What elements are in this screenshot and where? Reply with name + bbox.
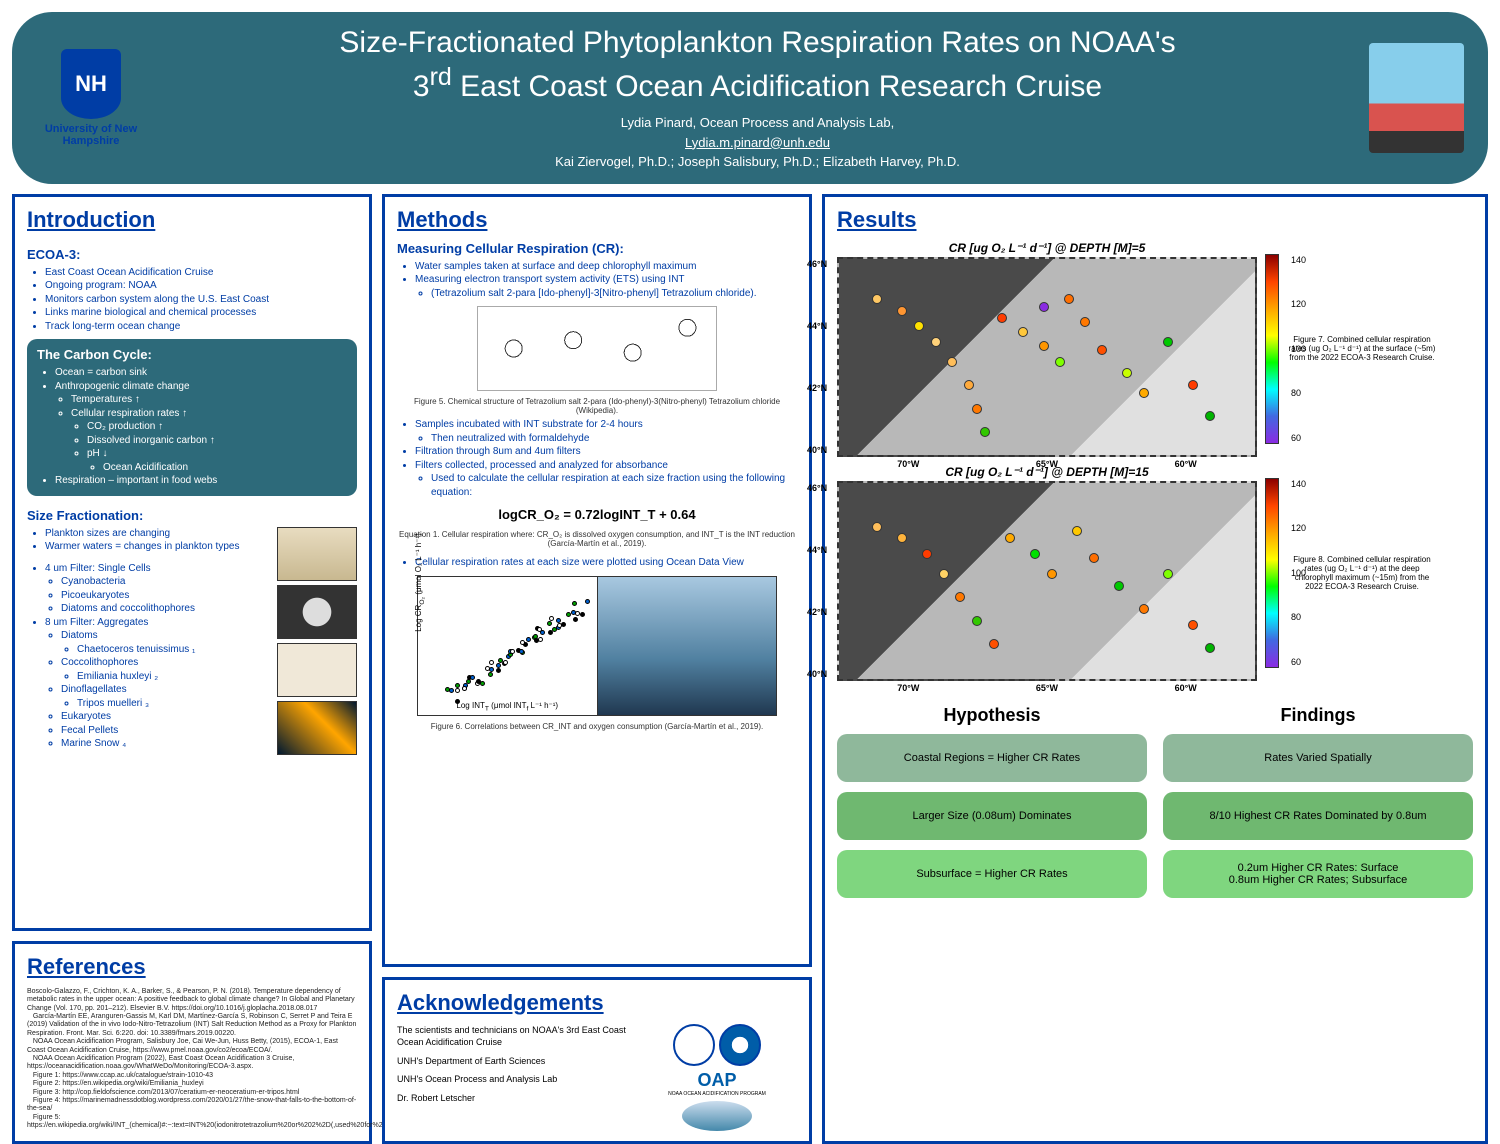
sf-heading: Size Fractionation: — [27, 508, 357, 523]
ecoa-heading: ECOA-3: — [27, 247, 357, 262]
specimen-3 — [277, 643, 357, 697]
fig7-caption: Figure 7. Combined cellular respiration … — [1287, 335, 1437, 362]
ack-text: The scientists and technicians on NOAA's… — [397, 1024, 629, 1131]
sf-intro-list: Plankton sizes are changingWarmer waters… — [27, 527, 271, 554]
intro-title: Introduction — [27, 207, 357, 233]
methods-list-3: Cellular respiration rates at each size … — [397, 556, 797, 570]
acknowledgements-panel: Acknowledgements The scientists and tech… — [382, 977, 812, 1144]
logo-caption: University of New Hampshire — [36, 123, 146, 147]
eq-caption: Equation 1. Cellular respiration where: … — [397, 530, 797, 548]
fig6-caption: Figure 6. Correlations between CR_INT an… — [397, 722, 797, 731]
introduction-panel: Introduction ECOA-3: East Coast Ocean Ac… — [12, 194, 372, 931]
hyp-3: Subsurface = Higher CR Rates — [837, 850, 1147, 898]
ecoa-list: East Coast Ocean Acidification CruiseOng… — [27, 266, 357, 334]
fig8-caption: Figure 8. Combined cellular respiration … — [1287, 555, 1437, 591]
find-3: 0.2um Higher CR Rates: Surface 0.8um Hig… — [1163, 850, 1473, 898]
fig5-caption: Figure 5. Chemical structure of Tetrazol… — [397, 397, 797, 415]
title-block: Size-Fractionated Phytoplankton Respirat… — [166, 24, 1349, 172]
hypothesis-col: Hypothesis Coastal Regions = Higher CR R… — [837, 699, 1147, 908]
carbon-cycle-box: The Carbon Cycle: Ocean = carbon sinkAnt… — [27, 339, 357, 496]
methods-list-1: Water samples taken at surface and deep … — [397, 260, 797, 301]
author-photo — [1369, 43, 1464, 153]
surface-map: 46°N44°N42°N40°N 70°W65°W60°W — [837, 257, 1257, 457]
main-grid: Introduction ECOA-3: East Coast Ocean Ac… — [12, 194, 1488, 1144]
unh-logo: NH University of New Hampshire — [36, 49, 146, 147]
methods-list-2: Samples incubated with INT substrate for… — [397, 418, 797, 499]
specimen-2 — [277, 585, 357, 639]
opal-logo-icon — [682, 1101, 752, 1131]
hyp-2: Larger Size (0.08um) Dominates — [837, 792, 1147, 840]
noaa-logo-icon — [719, 1024, 761, 1066]
depth-map: 46°N44°N42°N40°N 70°W65°W60°W — [837, 481, 1257, 681]
map-row-2: CR [ug O₂ L⁻¹ d⁻¹] @ DEPTH [M]=15 46°N44… — [837, 465, 1473, 681]
map-row-1: CR [ug O₂ L⁻¹ d⁻¹] @ DEPTH [M]=5 46°N44°… — [837, 241, 1473, 457]
find-1: Rates Varied Spatially — [1163, 734, 1473, 782]
hypothesis-findings: Hypothesis Coastal Regions = Higher CR R… — [837, 699, 1473, 908]
colorbar-2: 1401201008060 — [1265, 478, 1279, 668]
carbon-list: Ocean = carbon sinkAnthropogenic climate… — [37, 366, 347, 488]
specimen-1 — [277, 527, 357, 581]
unh-seal-icon — [673, 1024, 715, 1066]
chemical-structure — [477, 306, 717, 391]
find-2: 8/10 Highest CR Rates Dominated by 0.8um — [1163, 792, 1473, 840]
equation: logCR_O₂ = 0.72logINT_T + 0.64 — [397, 507, 797, 522]
shield-icon: NH — [61, 49, 121, 119]
poster-header: NH University of New Hampshire Size-Frac… — [12, 12, 1488, 184]
references-panel: References Boscolo-Galazzo, F., Crichton… — [12, 941, 372, 1144]
hyp-1: Coastal Regions = Higher CR Rates — [837, 734, 1147, 782]
results-panel: Results CR [ug O₂ L⁻¹ d⁻¹] @ DEPTH [M]=5… — [822, 194, 1488, 1144]
references-body: Boscolo-Galazzo, F., Crichton, K. A., Ba… — [27, 988, 357, 1131]
authors: Lydia Pinard, Ocean Process and Analysis… — [166, 113, 1349, 172]
ack-logos: OAP NOAA OCEAN ACIDIFICATION PROGRAM — [637, 1024, 797, 1131]
methods-panel: Methods Measuring Cellular Respiration (… — [382, 194, 812, 967]
findings-col: Findings Rates Varied Spatially 8/10 Hig… — [1163, 699, 1473, 908]
poster-title: Size-Fractionated Phytoplankton Respirat… — [166, 24, 1349, 105]
sf-filters: 4 um Filter: Single Cells CyanobacteriaP… — [27, 562, 271, 751]
colorbar-1: 1401201008060 — [1265, 254, 1279, 444]
specimen-images — [277, 527, 357, 755]
oap-logo: OAP — [668, 1070, 766, 1091]
specimen-4 — [277, 701, 357, 755]
scatter-figure: Log INTT (μmol INTf L⁻¹ h⁻¹) Log CRO₂ (μ… — [417, 576, 777, 716]
